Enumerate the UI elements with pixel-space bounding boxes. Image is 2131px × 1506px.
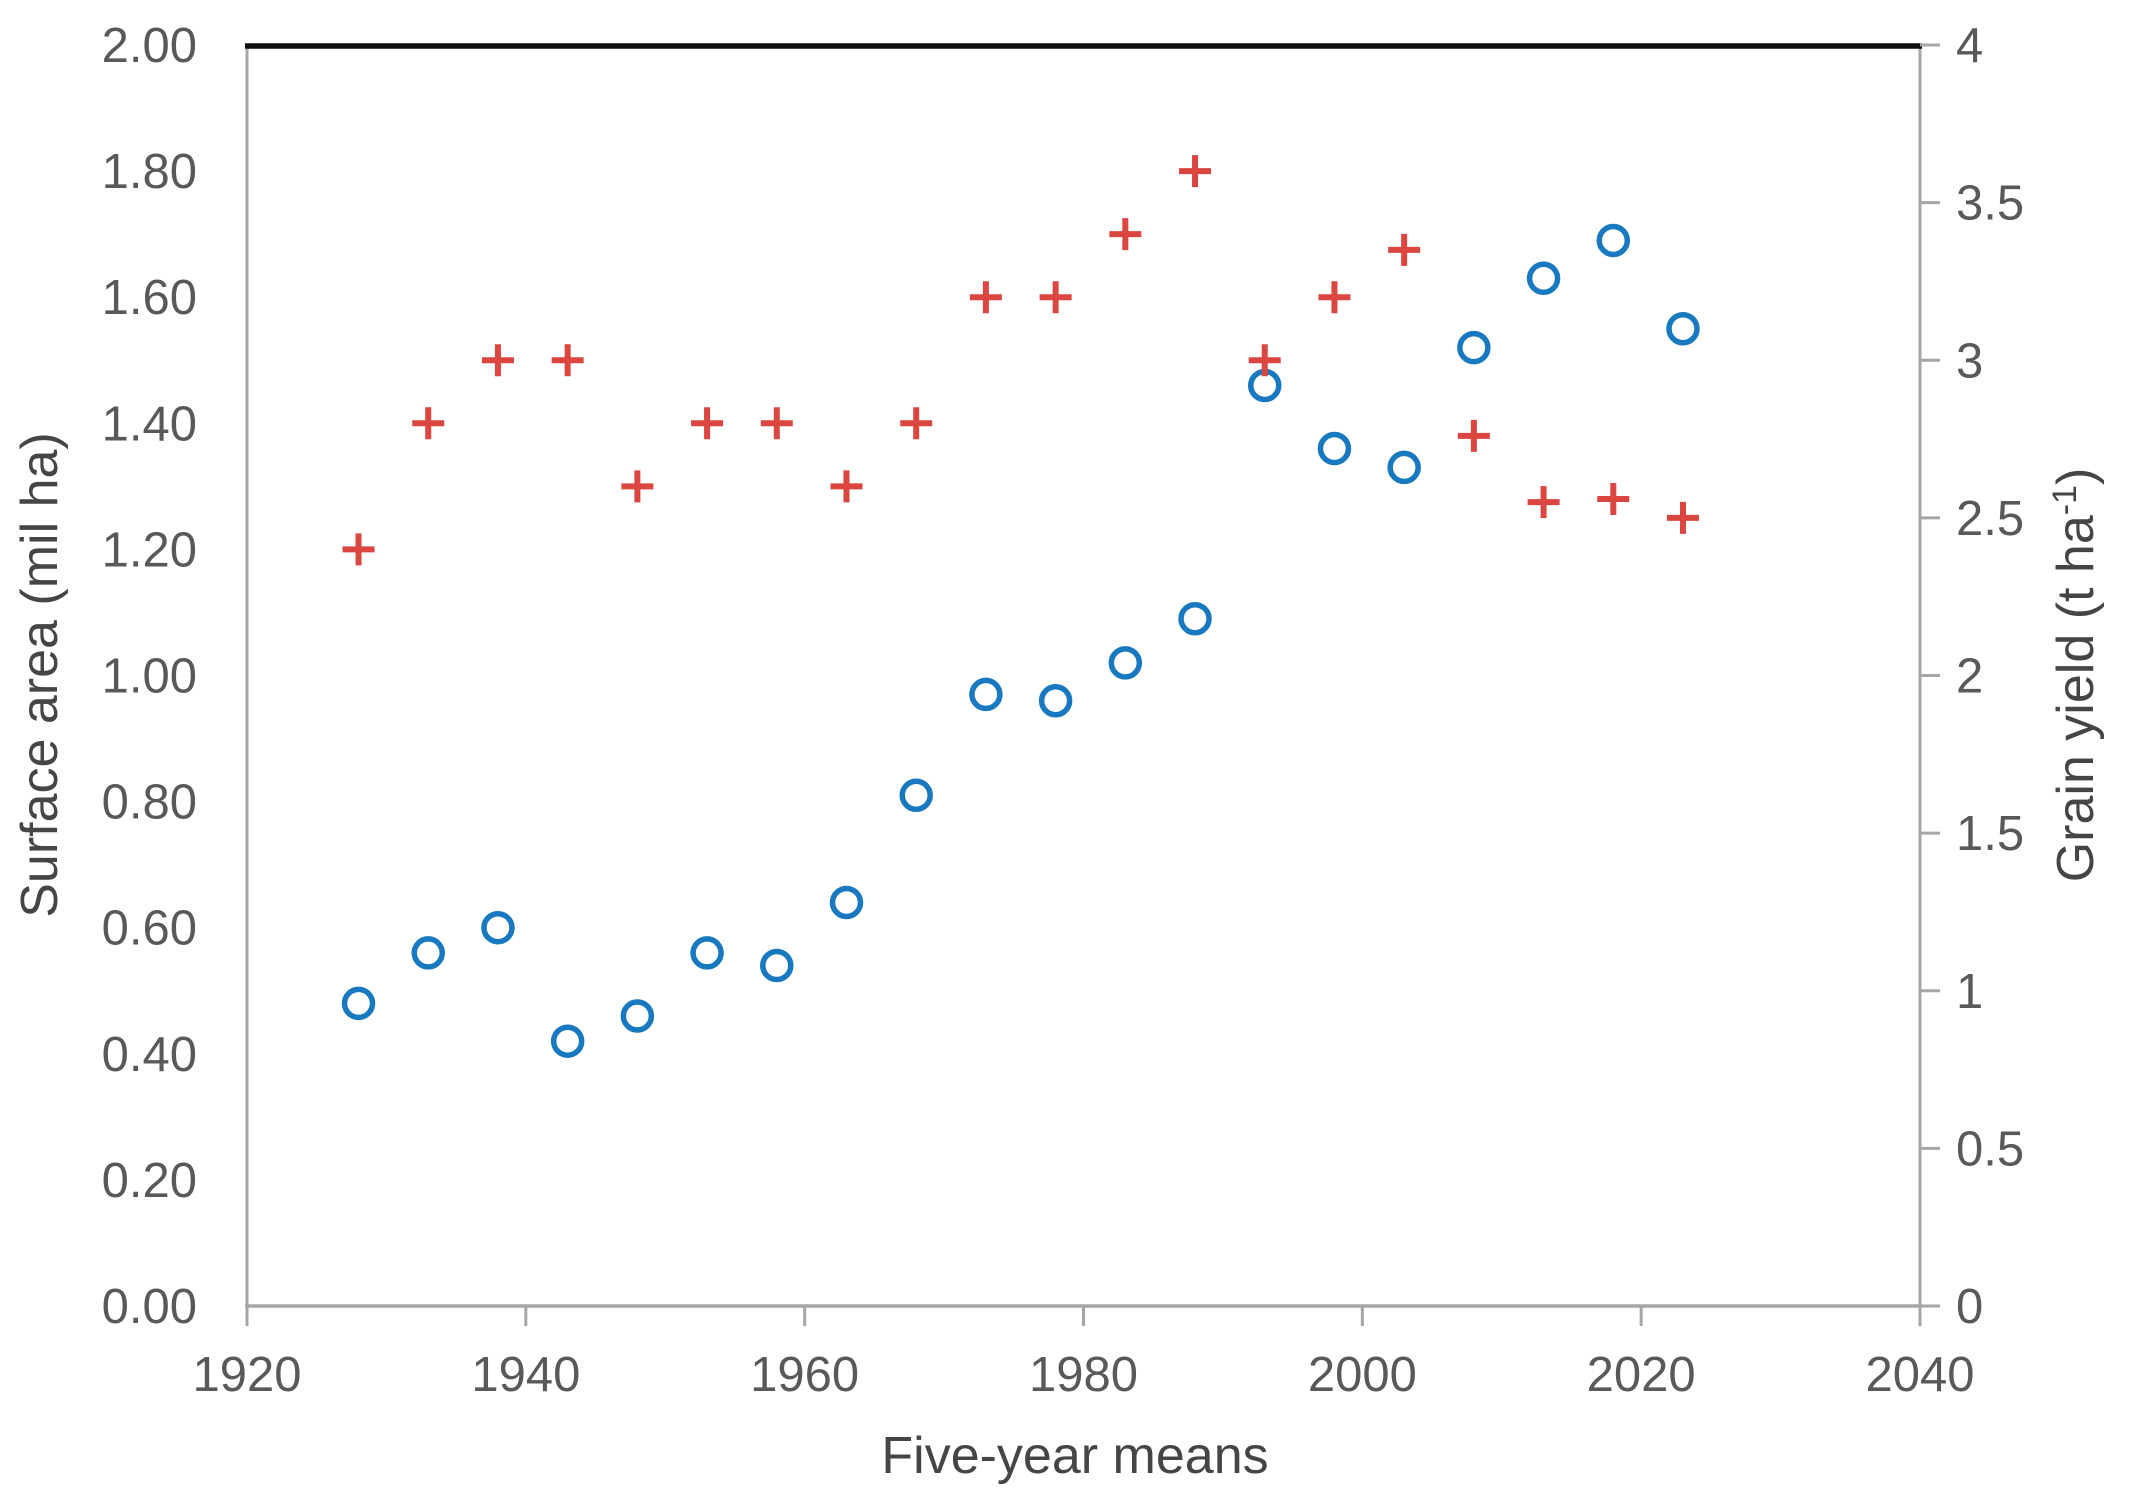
y-right-tick-label: 3: [1956, 334, 1983, 388]
y-left-tick-label: 0.40: [102, 1028, 197, 1082]
surface-area-marker: [690, 936, 724, 970]
y-axis-title-right-close: ): [2047, 468, 2105, 485]
grain-yield-marker: [1527, 486, 1560, 519]
y-right-tick-label: 3.5: [1956, 177, 2024, 231]
y-right-tick-label: 0: [1956, 1280, 1983, 1334]
y-axis-right-ticks: 0 0.5 1 1.5 2 2.5 3 3.5 4: [1920, 19, 2024, 1334]
surface-area-marker: [969, 677, 1003, 712]
x-axis-tick-label: 2040: [1865, 1348, 1974, 1402]
y-left-tick-label: 0.20: [102, 1154, 197, 1208]
grain-yield-marker: [900, 407, 933, 440]
y-axis-title-left: Surface area (mil ha): [11, 432, 69, 918]
grain-yield-marker: [1388, 233, 1421, 266]
grain-yield-marker: [481, 344, 514, 377]
y-axis-title-right: Grain yield (t ha-1): [2046, 468, 2105, 883]
y-right-tick-label: 1.5: [1956, 807, 2024, 861]
grain-yield-marker: [1318, 281, 1351, 314]
grain-yield-marker: [1179, 155, 1212, 188]
x-axis-title: Five-year means: [881, 1427, 1268, 1485]
surface-area-marker: [1666, 311, 1700, 346]
surface-area-marker: [1038, 683, 1073, 718]
grain-yield-marker: [1039, 281, 1072, 314]
surface-area-marker: [1457, 330, 1491, 365]
y-left-tick-label: 1.00: [102, 650, 197, 704]
grain-yield-marker: [760, 407, 793, 440]
surface-area-marker: [620, 999, 655, 1033]
y-right-tick-label: 4: [1956, 19, 1983, 73]
x-axis-tick-label: 1920: [192, 1348, 301, 1402]
grain-yield-marker: [1457, 419, 1490, 452]
y-axis-title-right-main: Grain yield (t ha: [2047, 515, 2105, 882]
y-right-tick-label: 1: [1956, 965, 1983, 1019]
x-axis-ticks: 1920 1940 1960 1980 2000 2020 2040: [192, 1306, 1975, 1402]
surface-area-marker: [1317, 431, 1352, 466]
surface-area-marker: [1178, 602, 1212, 636]
grain-yield-marker: [1597, 482, 1630, 515]
surface-area-marker: [1108, 646, 1143, 680]
y-left-tick-label: 2.00: [102, 19, 197, 73]
x-axis-tick-label: 2020: [1587, 1348, 1696, 1402]
surface-area-marker: [829, 885, 864, 920]
surface-area-marker: [1596, 223, 1631, 258]
surface-area-marker: [550, 1024, 585, 1058]
x-axis-tick-label: 1960: [750, 1348, 859, 1402]
y-left-tick-label: 0.00: [102, 1280, 197, 1334]
surface-area-marker: [481, 910, 515, 945]
y-right-tick-label: 0.5: [1956, 1122, 2024, 1176]
y-axis-left-labels: 0.00 0.20 0.40 0.60 0.80 1.00 1.20 1.40 1.60 1.80…: [102, 19, 197, 1334]
plot-area: [247, 45, 1920, 1306]
y-left-tick-label: 1.60: [102, 271, 197, 325]
surface-area-marker: [341, 986, 376, 1021]
surface-area-marker: [1387, 450, 1421, 485]
surface-area-series: [341, 223, 1700, 1058]
y-right-tick-label: 2: [1956, 650, 1983, 704]
grain-yield-marker: [1248, 344, 1281, 377]
grain-yield-marker: [342, 533, 375, 566]
y-left-tick-label: 1.20: [102, 523, 197, 577]
surface-area-marker: [1526, 261, 1561, 296]
surface-area-marker: [760, 948, 794, 983]
grain-yield-marker: [551, 344, 584, 377]
x-axis-tick-label: 2000: [1308, 1348, 1417, 1402]
y-left-tick-label: 0.60: [102, 902, 197, 956]
y-left-tick-label: 0.80: [102, 776, 197, 830]
y-axis-title-right-sup: -1: [2046, 485, 2084, 515]
grain-yield-series: [342, 155, 1699, 566]
grain-yield-marker: [691, 407, 724, 440]
y-right-tick-label: 2.5: [1956, 492, 2024, 546]
grain-yield-marker: [1109, 218, 1142, 251]
surface-area-marker: [411, 936, 445, 970]
grain-yield-marker: [1666, 501, 1699, 534]
y-left-tick-label: 1.40: [102, 397, 197, 451]
x-axis-tick-label: 1940: [471, 1348, 580, 1402]
x-axis-tick-label: 1980: [1029, 1348, 1138, 1402]
grain-yield-marker: [830, 470, 863, 503]
grain-yield-marker: [621, 470, 654, 503]
y-left-tick-label: 1.80: [102, 145, 197, 199]
surface-area-marker: [899, 778, 933, 813]
grain-yield-marker: [969, 281, 1002, 314]
grain-yield-marker: [412, 407, 445, 440]
